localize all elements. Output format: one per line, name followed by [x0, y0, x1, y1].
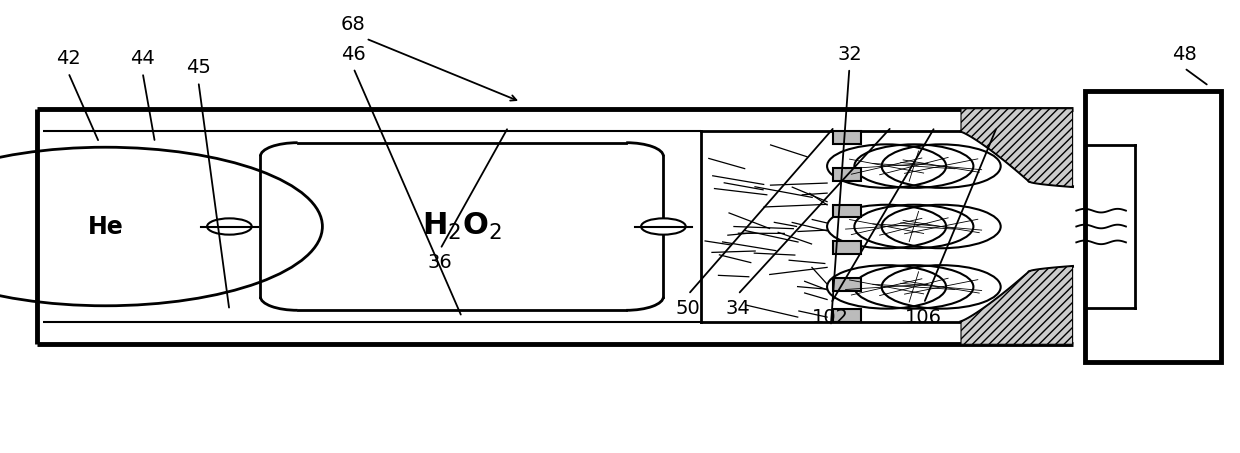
Text: 102: 102	[812, 308, 849, 327]
Text: 32: 32	[837, 45, 862, 64]
Text: 36: 36	[428, 253, 453, 272]
Text: 42: 42	[56, 49, 81, 68]
Circle shape	[207, 218, 252, 235]
Bar	[833, 131, 861, 144]
Bar	[833, 241, 861, 254]
Text: H$_2$O$_2$: H$_2$O$_2$	[422, 211, 502, 242]
Polygon shape	[961, 266, 1073, 344]
Circle shape	[641, 218, 686, 235]
Bar	[833, 168, 861, 181]
Polygon shape	[961, 109, 1073, 187]
Text: 45: 45	[186, 58, 211, 77]
Text: 68: 68	[341, 15, 366, 34]
Text: 48: 48	[1172, 45, 1197, 64]
Text: 34: 34	[725, 299, 750, 318]
Bar	[1085, 91, 1221, 362]
Text: 50: 50	[676, 299, 701, 318]
Bar	[833, 278, 861, 291]
Text: 106: 106	[905, 308, 942, 327]
Text: 46: 46	[341, 45, 366, 64]
Text: 44: 44	[130, 49, 155, 68]
Text: He: He	[88, 215, 123, 238]
Bar	[833, 309, 861, 322]
Bar	[833, 205, 861, 217]
